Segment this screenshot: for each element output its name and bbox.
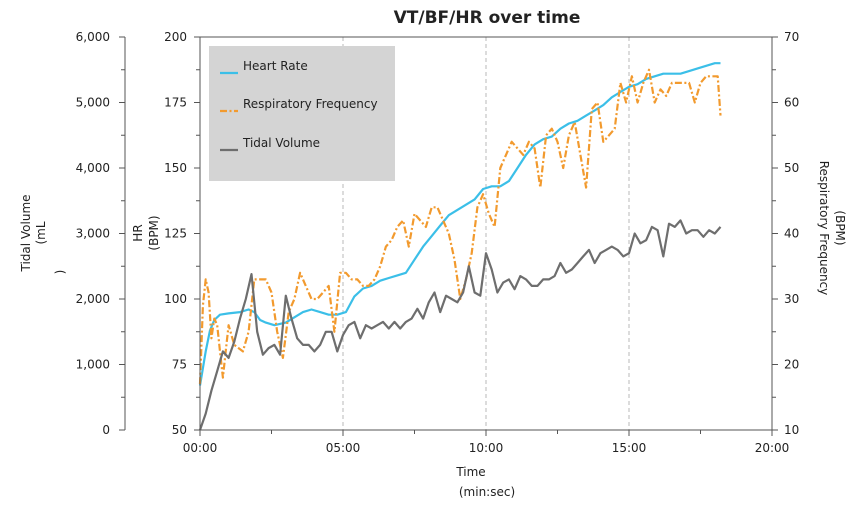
rf-tick-label-1: 20 [784,358,799,372]
legend-label-respiratory-frequency: Respiratory Frequency [243,97,378,111]
hr-tick-label-5: 175 [164,96,187,110]
x-tick-label-1: 05:00 [326,441,361,455]
rf-axis-title-line1: Respiratory Frequency [817,161,831,296]
rf-tick-label-3: 40 [784,227,799,241]
hr-axis-title: HR (BPM) [131,215,161,250]
rf-tick-label-6: 70 [784,30,799,44]
hr-tick-label-2: 100 [164,292,187,306]
axis-x: 00:00 05:00 10:00 15:00 20:00 [183,430,790,455]
rf-axis-title-line2: (BPM) [833,210,847,245]
vt-tick-label-6: 6,000 [76,30,110,44]
vt-tick-label-0: 0 [102,423,110,437]
x-axis-title-line2: (min:sec) [459,485,515,499]
rf-tick-label-2: 30 [784,292,799,306]
series-line-tidal-volume [198,219,722,431]
vt-axis-title-line3: ) [53,270,67,275]
vt-tick-label-5: 5,000 [76,96,110,110]
x-axis-title-line1: Time [455,465,485,479]
vt-axis-title-line1: Tidal Volume [19,194,33,272]
x-axis-title: Time (min:sec) [455,465,515,499]
legend: Heart Rate Respiratory Frequency Tidal V… [209,46,395,181]
axis-vt: 0 1,000 2,000 3,000 4,000 5,000 6,000 [76,30,126,437]
hr-tick-label-0: 50 [172,423,187,437]
vt-tick-label-4: 4,000 [76,161,110,175]
legend-box [209,46,395,181]
hr-axis-title-line1: HR [131,224,145,241]
rf-tick-label-5: 60 [784,96,799,110]
rf-tick-label-4: 50 [784,161,799,175]
series-layer [198,62,722,431]
hr-tick-label-4: 150 [164,161,187,175]
hr-tick-label-6: 200 [164,30,187,44]
vt-axis-title: Tidal Volume (mL ) [19,194,67,274]
chart-title: VT/BF/HR over time [394,8,581,28]
rf-tick-label-0: 10 [784,423,799,437]
x-tick-label-4: 20:00 [755,441,790,455]
vt-axis-title-line2: (mL [34,221,48,244]
hr-tick-label-1: 75 [172,358,187,372]
vt-tick-label-1: 1,000 [76,358,110,372]
rf-axis-title: Respiratory Frequency (BPM) [817,161,847,296]
axis-hr: 50 75 100 125 150 175 200 [164,30,201,437]
vt-tick-label-2: 2,000 [76,292,110,306]
legend-label-heart-rate: Heart Rate [243,59,308,73]
x-tick-label-2: 10:00 [469,441,504,455]
legend-label-tidal-volume: Tidal Volume [242,136,320,150]
hr-axis-title-line2: (BPM) [147,215,161,250]
x-tick-label-0: 00:00 [183,441,218,455]
hr-tick-label-3: 125 [164,227,187,241]
x-tick-label-3: 15:00 [612,441,647,455]
vt-tick-label-3: 3,000 [76,227,110,241]
axis-rf: 10 20 30 40 50 60 70 [771,30,799,437]
series-line-respiratory-frequency [198,68,722,385]
